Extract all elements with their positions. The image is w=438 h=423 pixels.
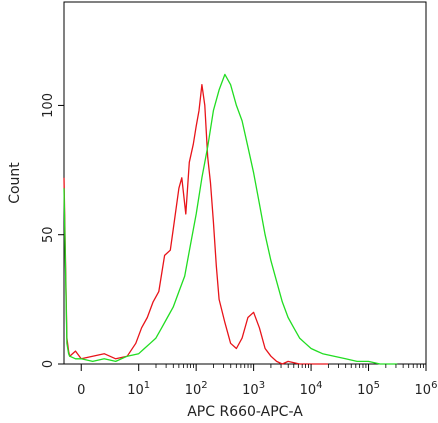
x-tick-label: 0	[77, 383, 85, 398]
x-axis-ticks: 0 101 102 103 104 105 106	[77, 364, 437, 398]
plot-frame	[63, 1, 427, 365]
x-tick-label: 105	[357, 380, 380, 398]
series-layer	[63, 73, 398, 365]
series-line-2	[63, 73, 398, 365]
x-tick-label: 106	[415, 380, 438, 398]
x-tick-label: 102	[185, 380, 208, 398]
y-axis-label: Count	[7, 162, 23, 204]
x-tick-label: 101	[127, 380, 150, 398]
y-tick-label: 100	[41, 93, 56, 118]
x-tick-label: 104	[300, 380, 323, 398]
y-tick-label: 0	[41, 360, 56, 368]
y-axis-ticks: 0 50 100	[41, 93, 64, 368]
x-axis-label: APC R660-APC-A	[187, 404, 303, 420]
x-tick-label: 103	[242, 380, 265, 398]
y-tick-label: 50	[41, 226, 56, 243]
series-line-1	[63, 84, 329, 365]
